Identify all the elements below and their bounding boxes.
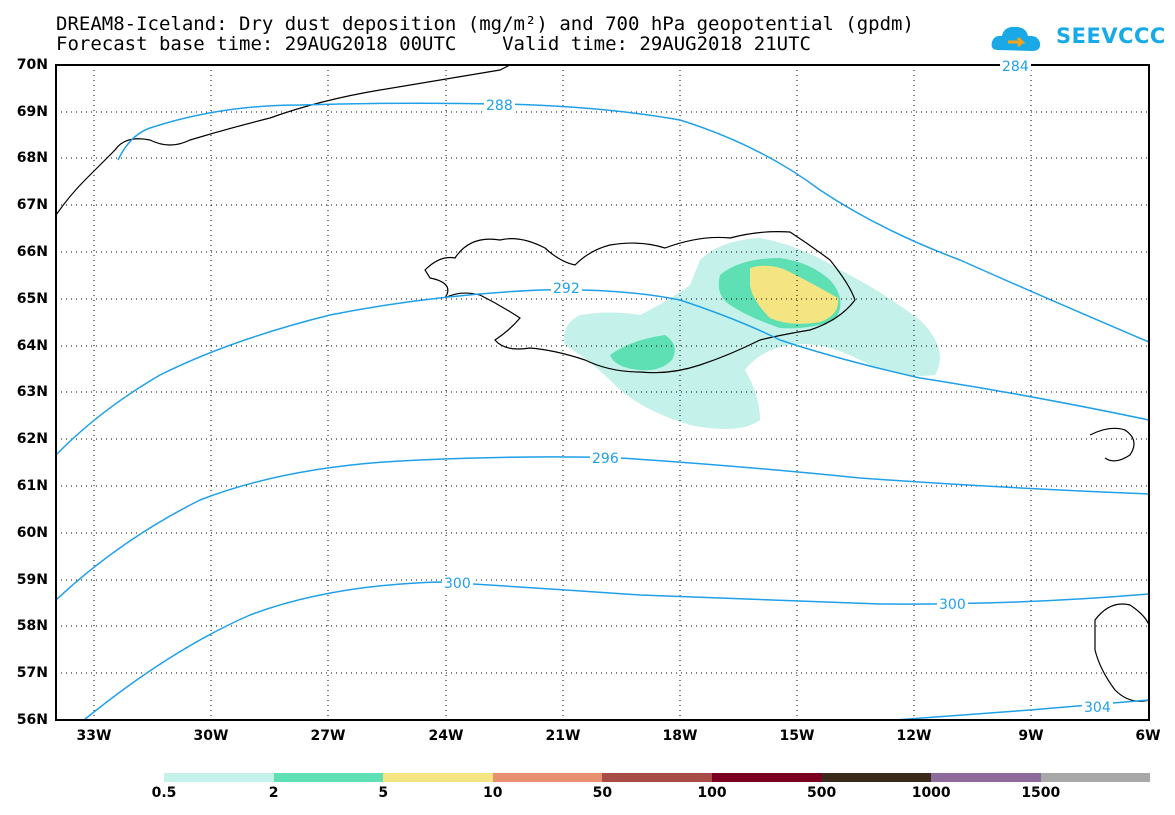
map-frame: [55, 64, 1150, 721]
lon-label: 12W: [896, 728, 932, 744]
lon-label: 18W: [662, 728, 698, 744]
colorbar-segment: [492, 773, 603, 782]
colorbar-segment: [273, 773, 384, 782]
contour-label-288: 288: [484, 98, 515, 114]
colorbar-label: 10: [483, 785, 503, 801]
contour-label-284: 284: [1000, 59, 1031, 75]
lat-label: 60N: [16, 525, 48, 541]
map-title: DREAM8-Iceland: Dry dust deposition (mg/…: [56, 13, 914, 35]
lon-label: 24W: [428, 728, 464, 744]
colorbar-segment: [164, 773, 274, 782]
lat-label: 68N: [16, 150, 48, 166]
colorbar-label: 1500: [1021, 785, 1061, 801]
lon-label: 9W: [1018, 728, 1044, 744]
lat-label: 70N: [16, 57, 48, 73]
contour-label-296: 296: [590, 451, 621, 467]
dust-deposition-high: [750, 265, 839, 324]
colorbar-segment: [602, 773, 712, 782]
contour-label-292: 292: [551, 281, 582, 297]
map-grid: [56, 65, 1149, 720]
colorbar-segment: [931, 773, 1041, 782]
contour-292: [55, 288, 1150, 456]
iceland-coast: [424, 231, 856, 374]
lat-label: 62N: [16, 431, 48, 447]
lat-label: 66N: [16, 244, 48, 260]
lat-label: 64N: [16, 338, 48, 354]
logo-text: SEEVCCC: [1056, 24, 1166, 48]
lat-label: 65N: [16, 291, 48, 307]
lon-label: 30W: [193, 728, 229, 744]
lon-label: 21W: [545, 728, 581, 744]
contour-label-300a: 300: [442, 576, 473, 592]
map-subtitle: Forecast base time: 29AUG2018 00UTC Vali…: [56, 33, 811, 55]
contour-label-300b: 300: [937, 597, 968, 613]
colorbar-label: 500: [806, 785, 837, 801]
lon-label: 27W: [310, 728, 346, 744]
colorbar-segment: [821, 773, 932, 782]
colorbar-label: 0.5: [151, 785, 177, 801]
lat-label: 58N: [16, 618, 48, 634]
colorbar-segment: [1040, 773, 1151, 782]
lat-label: 57N: [16, 665, 48, 681]
colorbar-segment: [712, 773, 822, 782]
colorbar-label: 5: [378, 785, 389, 801]
lat-label: 63N: [16, 384, 48, 400]
lat-label: 56N: [16, 712, 48, 728]
dust-deposition-layer: [564, 238, 940, 429]
contour-288: [117, 102, 1150, 343]
colorbar-label: 2: [268, 785, 279, 801]
lon-label: 33W: [76, 728, 112, 744]
colorbar-label: 100: [697, 785, 727, 801]
greenland-coast: [55, 64, 511, 216]
lon-label: 6W: [1135, 728, 1161, 744]
lat-label: 67N: [16, 197, 48, 213]
lat-label: 69N: [16, 104, 48, 120]
contour-label-304: 304: [1082, 700, 1113, 716]
colorbar-segment: [383, 773, 493, 782]
contour-296: [55, 456, 1150, 601]
colorbar-label: 50: [592, 785, 613, 801]
lat-label: 59N: [16, 572, 48, 588]
lon-label: 15W: [779, 728, 815, 744]
seevccc-logo: [991, 26, 1041, 51]
lat-label: 61N: [16, 478, 48, 494]
faroes-coast: [1089, 427, 1135, 462]
colorbar-label: 1000: [911, 785, 951, 801]
